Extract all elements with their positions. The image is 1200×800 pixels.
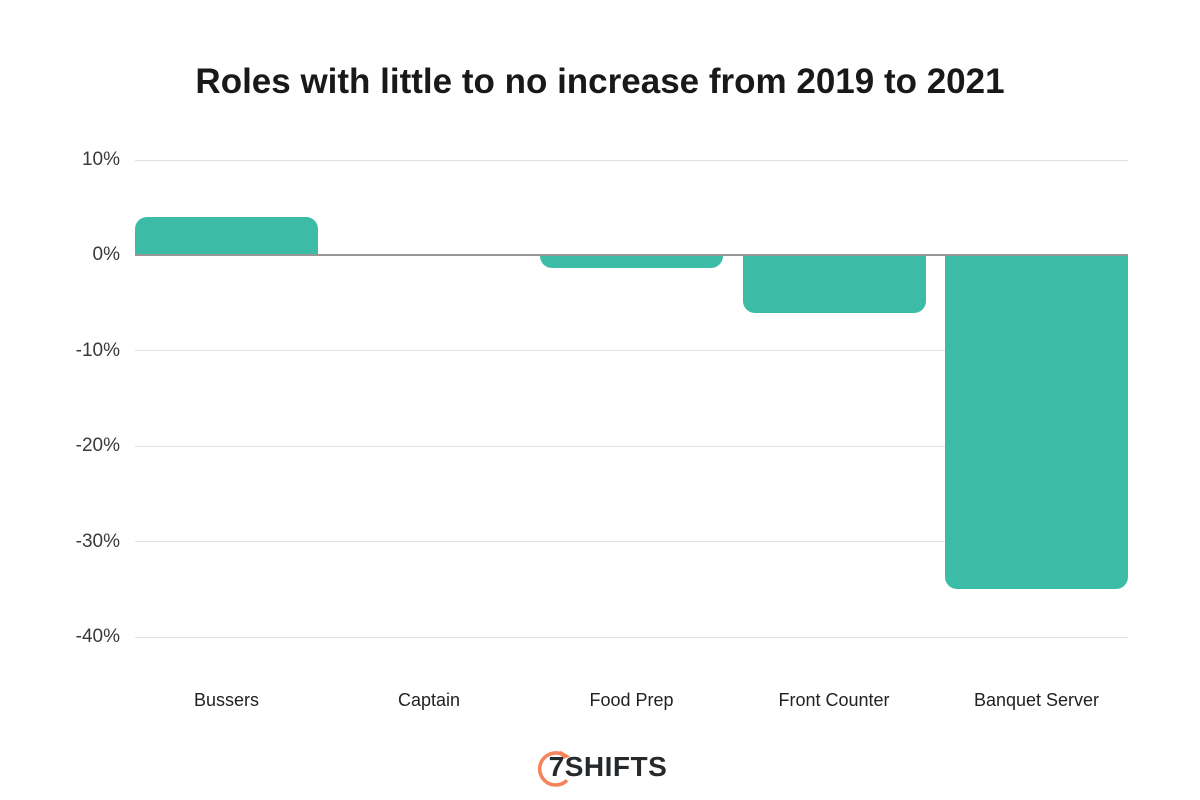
zero-baseline	[135, 254, 1128, 257]
gridline	[135, 159, 1128, 161]
gridline	[135, 636, 1128, 638]
x-axis-category-label: Banquet Server	[973, 690, 1100, 710]
bar-banquet-server	[945, 255, 1128, 590]
brand-logo: 7SHIFTS	[533, 742, 668, 792]
y-axis-tick-label: -10%	[75, 339, 120, 361]
bar-food-prep	[540, 255, 723, 268]
gridline	[135, 350, 1128, 352]
stopwatch-arc-icon	[537, 750, 571, 787]
y-axis-tick-label: -20%	[75, 435, 120, 457]
x-axis-category-label: Food Prep	[589, 690, 674, 710]
y-axis-tick-label: -40%	[75, 626, 120, 647]
y-axis-tick-label: -30%	[75, 530, 120, 552]
brand-logo-text: 7SHIFTS	[548, 751, 668, 782]
chart-title: Roles with little to no increase from 20…	[195, 62, 1005, 101]
bar-bussers	[135, 217, 318, 256]
x-axis-category-label: Front Counter	[778, 690, 890, 710]
x-axis-category-label: Bussers	[193, 690, 260, 710]
bar-front-counter	[742, 255, 926, 313]
gridline	[135, 541, 1128, 543]
y-axis-tick-label: 10%	[81, 149, 120, 170]
x-axis-category-label: Captain	[397, 690, 461, 710]
gridline	[135, 445, 1128, 447]
y-axis-tick-label: 0%	[92, 244, 120, 266]
